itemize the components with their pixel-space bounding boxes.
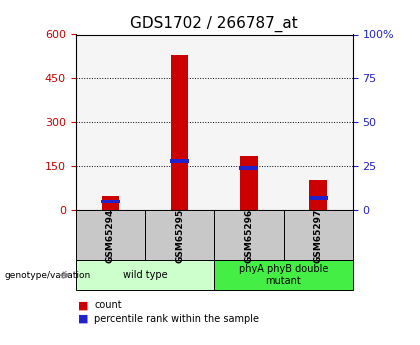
Title: GDS1702 / 266787_at: GDS1702 / 266787_at bbox=[130, 16, 298, 32]
Text: GSM65295: GSM65295 bbox=[175, 208, 184, 263]
Bar bbox=[309, 196, 328, 200]
Text: phyA phyB double
mutant: phyA phyB double mutant bbox=[239, 264, 328, 286]
Bar bbox=[101, 200, 120, 204]
Bar bbox=[102, 196, 119, 210]
Text: wild type: wild type bbox=[123, 270, 167, 280]
Bar bbox=[240, 156, 257, 210]
Bar bbox=[310, 180, 327, 210]
Text: ■: ■ bbox=[78, 300, 88, 310]
Text: GSM65294: GSM65294 bbox=[106, 208, 115, 263]
Text: genotype/variation: genotype/variation bbox=[4, 270, 90, 280]
Bar bbox=[239, 166, 258, 170]
Text: GSM65297: GSM65297 bbox=[314, 208, 323, 263]
Text: percentile rank within the sample: percentile rank within the sample bbox=[94, 314, 260, 324]
Text: count: count bbox=[94, 300, 122, 310]
Text: GSM65296: GSM65296 bbox=[244, 208, 253, 263]
Bar bbox=[171, 55, 188, 210]
Bar bbox=[170, 159, 189, 163]
Text: ■: ■ bbox=[78, 314, 88, 324]
